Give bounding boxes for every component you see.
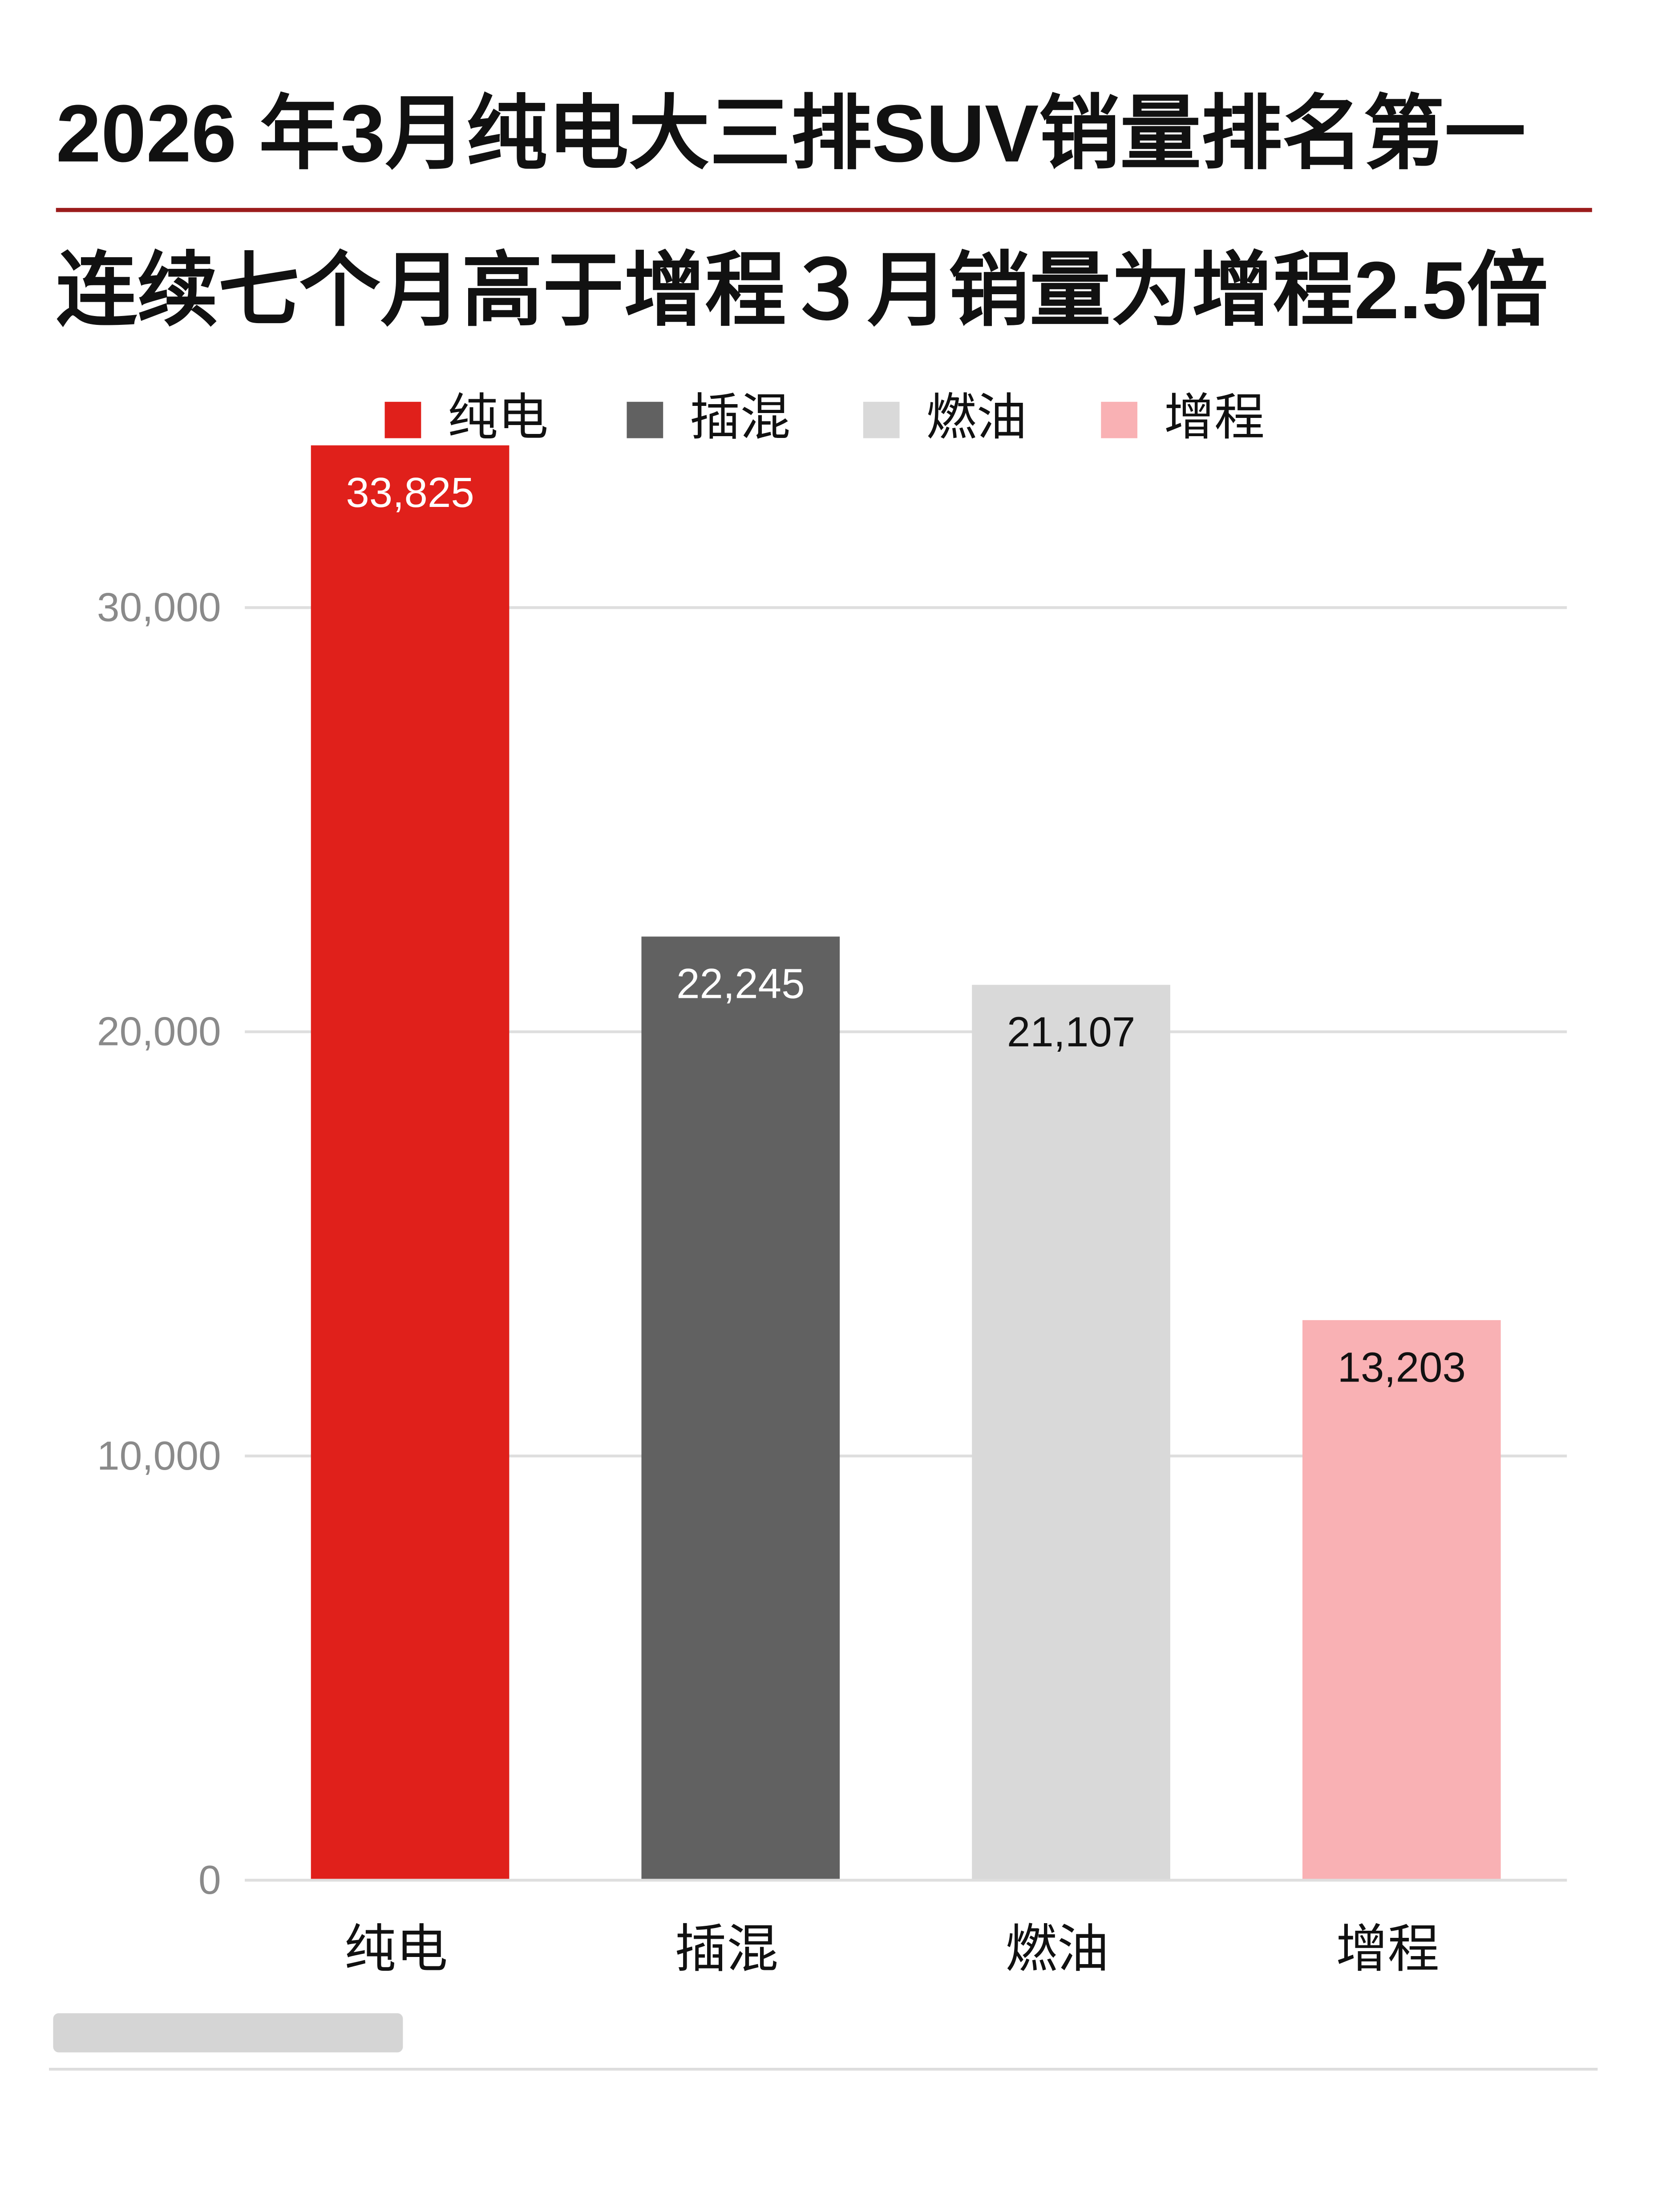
value-label: 22,245 [676,960,805,1007]
value-label: 33,825 [346,469,474,516]
legend-swatch [1101,401,1138,438]
y-tick-label: 10,000 [97,1433,221,1479]
y-tick-label: 0 [198,1857,221,1903]
legend-label: 燃油 [926,389,1027,446]
bar [972,984,1170,1880]
legend-label: 增程 [1164,389,1265,446]
blurred-watermark [53,2013,403,2053]
x-tick-label: 插混 [675,1920,779,1978]
bar [311,445,510,1880]
legend-label: 纯电 [448,389,548,446]
y-tick-label: 30,000 [97,585,221,630]
legend-swatch [863,401,900,438]
value-label: 21,107 [1007,1009,1135,1055]
value-label: 13,203 [1338,1344,1466,1390]
x-tick-label: 燃油 [1005,1920,1109,1978]
chart-subtitle: 连续七个月高于增程３月销量为增程2.5倍 [56,245,1548,336]
bar [1302,1320,1501,1880]
legend-swatch [627,401,663,438]
bar [641,936,840,1880]
y-tick-label: 20,000 [97,1009,221,1054]
legend-swatch [384,401,421,438]
x-tick-label: 纯电 [344,1920,448,1978]
chart-title: 2026 年3月纯电大三排SUV销量排名第一 [56,88,1526,179]
x-tick-label: 增程 [1336,1920,1440,1978]
legend-label: 插混 [690,389,790,446]
